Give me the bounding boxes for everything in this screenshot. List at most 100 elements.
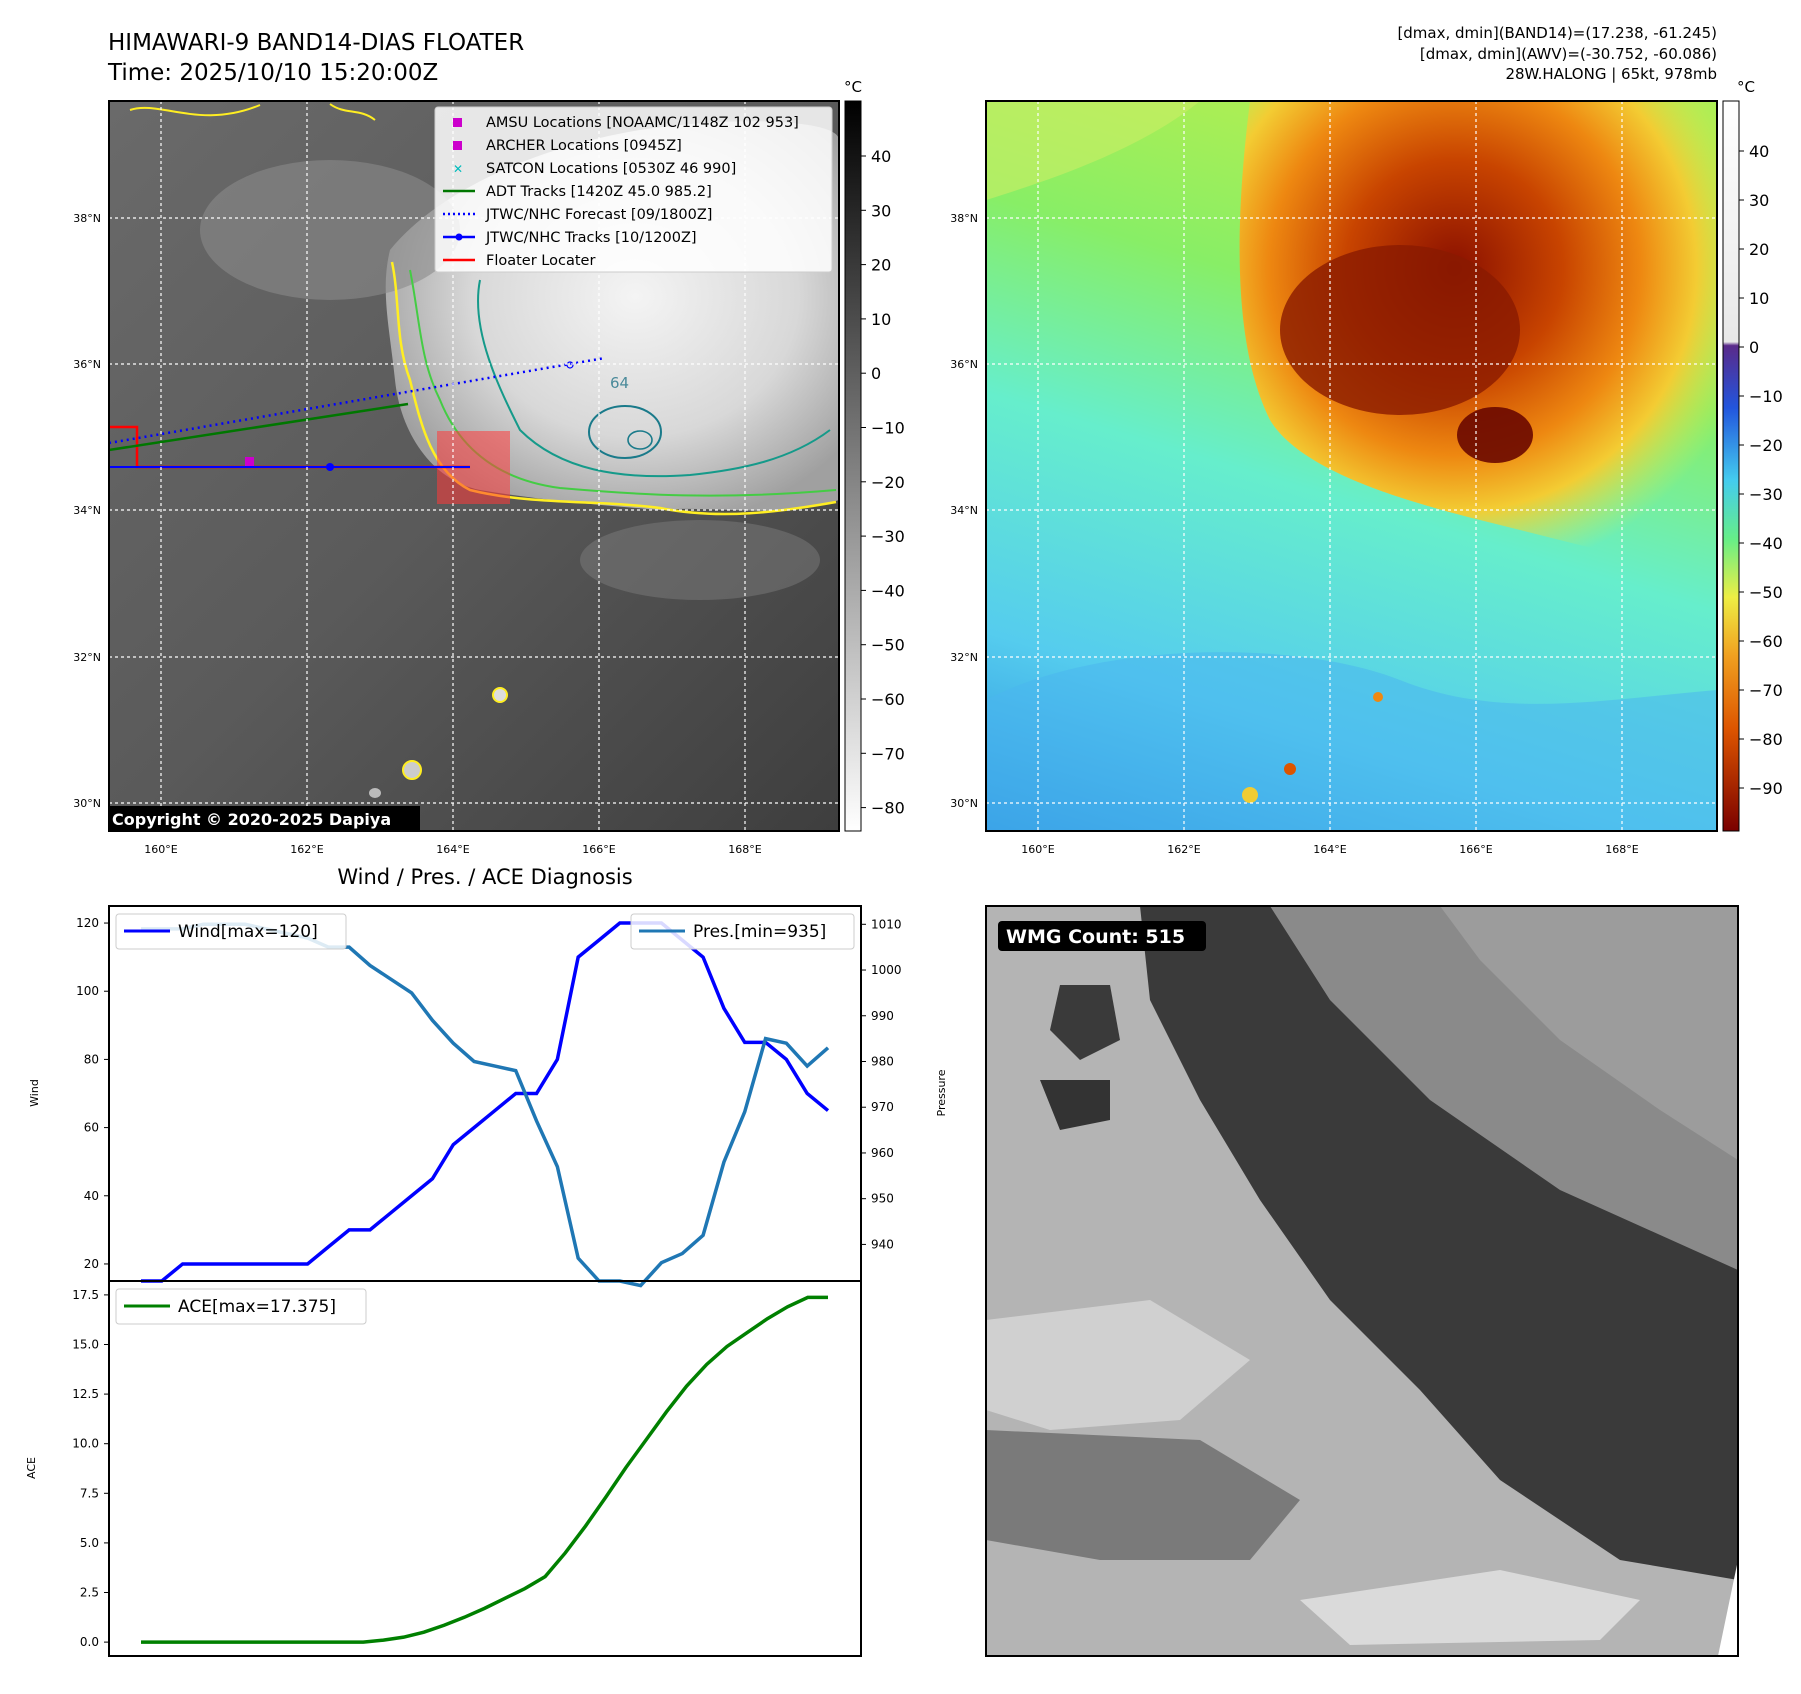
lat-label: 36°N [73,358,101,371]
legend-marker [453,118,462,127]
ir-cloud-band [200,160,460,300]
awv-colorbar: °C 40 30 20 10 0 −10 −20 −30 −40 −50 −60 −70 −80 −90 [1722,78,1783,832]
awv-lat-labels: 38°N 36°N 34°N 32°N 30°N [950,212,978,810]
lat-label: 32°N [73,651,101,664]
legend-entry: JTWC/NHC Tracks [10/1200Z] [443,230,697,246]
lon-label: 164°E [436,843,469,856]
ir-colorbar: °C 40 30 20 10 0 −10 −20 −30 −40 −50 −60 −70 −80 [844,78,905,832]
colorbar-tick-label: 30 [1749,191,1769,210]
wmg-dark-patch-2 [1040,1080,1110,1130]
legend-entry: ✕ SATCON Locations [0530Z 46 990] [453,161,736,177]
map-legend: AMSU Locations [NOAAMC/1148Z 102 953] ARC… [434,106,833,273]
colorbar-tick-label: −30 [1749,485,1783,504]
wmg-mid-band [986,1430,1300,1560]
pressure-tick-label: 960 [871,1146,894,1160]
ace-legend-box [115,1288,367,1325]
lon-label: 168°E [1605,843,1638,856]
legend-marker: ✕ [453,162,463,176]
colorbar-tick-label: −50 [1749,583,1783,602]
ir-contour-north-yellow [129,104,261,117]
lon-label: 168°E [728,843,761,856]
lon-label: 162°E [290,843,323,856]
colorbar-tick-label: −80 [871,799,905,818]
legend-label: Floater Locater [486,253,595,269]
colorbar-tick-label: −20 [1749,436,1783,455]
legend-label: ARCHER Locations [0945Z] [486,138,682,154]
legend-marker-dot [455,233,463,241]
lat-label: 36°N [950,358,978,371]
wmg-frame [985,905,1739,1657]
awv-dry-swath [986,652,1717,831]
ace-legend: ACE[max=17.375] [115,1288,367,1325]
map-legend-box [434,106,833,273]
pressure-tick-label: 1000 [871,963,902,977]
pressure-tick-label: 940 [871,1237,894,1251]
lon-label: 162°E [1167,843,1200,856]
awv-cell-1 [1284,763,1296,775]
colorbar-tick-label: −90 [1749,779,1783,798]
wind-tick-label: 120 [76,916,99,930]
colorbar-tick-label: 20 [1749,240,1769,259]
colorbar-tick-label: −30 [871,527,905,546]
colorbar-tick-label: 30 [871,201,891,220]
lat-label: 38°N [73,212,101,225]
awv-map-grid [986,101,1717,831]
info-storm: 28W.HALONG | 65kt, 978mb [1505,65,1717,83]
colorbar-tick-label: 40 [871,147,891,166]
wmg-gray-region [1440,906,1738,1160]
colorbar-tick-label: 10 [1749,289,1769,308]
lat-label: 32°N [950,651,978,664]
colorbar-tick-label: 0 [871,364,881,383]
lat-label: 38°N [950,212,978,225]
ace-tick-label: 12.5 [72,1387,99,1401]
legend-entry: ARCHER Locations [0945Z] [453,138,682,154]
ir-convection-cell-1 [492,687,508,703]
wmg-count-badge [998,921,1206,951]
legend-entry: JTWC/NHC Forecast [09/1800Z] [443,207,712,223]
lon-label: 160°E [1021,843,1054,856]
awv-colorbar-bar [1722,100,1740,832]
ir-contour-top-yellow [329,103,376,121]
ir-map-frame [108,100,840,832]
wmg-corner-cutout [1718,1560,1738,1656]
ace-chart: ACE 0.0 2.5 5.0 7.5 10.0 12.5 15.0 17.5 ACE[max… [25,1280,862,1657]
ace-tick-label: 2.5 [80,1586,99,1600]
ir-cirrus [580,520,820,600]
wind-legend-box [115,913,347,950]
ace-line [141,1295,828,1644]
pressure-tick-label: 1010 [871,917,902,931]
colorbar-tick-label: −40 [871,581,905,600]
colorbar-tick-label: −60 [871,690,905,709]
awv-deep-convection [1280,245,1520,415]
awv-lon-labels: 160°E 162°E 164°E 166°E 168°E [1021,843,1638,856]
legend-entry: Floater Locater [443,253,595,269]
forecast-marker [566,361,574,369]
awv-cell-3 [1242,787,1258,803]
copyright-box [109,806,420,831]
ir-contour-eye [627,430,653,450]
pressure-tick-label: 970 [871,1100,894,1114]
ir-map-panel: 64 AMSU Locations [NOAAMC/1148Z 102 953]… [73,100,840,856]
wind-tick-label: 100 [76,984,99,998]
colorbar-tick-label: −20 [871,473,905,492]
ir-lon-labels: 160°E 162°E 164°E 166°E 168°E [144,843,761,856]
ace-frame [108,1280,862,1657]
lon-label: 166°E [582,843,615,856]
legend-label: JTWC/NHC Forecast [09/1800Z] [485,207,712,223]
ir-contour-label: 64 [610,374,629,392]
diagnosis-title: Wind / Pres. / ACE Diagnosis [337,865,632,889]
ace-legend-label: ACE[max=17.375] [178,1297,336,1317]
wmg-count-label: WMG Count: 515 [1006,926,1185,948]
ace-tick-label: 15.0 [72,1337,99,1351]
adt-track-line [108,402,409,452]
amsu-location-marker [245,457,254,466]
colorbar-tick-label: 40 [1749,142,1769,161]
colorbar-tick-label: −50 [871,636,905,655]
ir-contour-teal [477,279,831,478]
lon-label: 166°E [1459,843,1492,856]
ir-colorbar-ticks: 40 30 20 10 0 −10 −20 −30 −40 −50 −60 −70 −80 [861,147,905,818]
figure-title: HIMAWARI-9 BAND14-DIAS FLOATER [108,30,524,56]
wind-pressure-legend-left: Wind[max=120] [115,913,347,950]
ace-tick-label: 5.0 [80,1536,99,1550]
colorbar-tick-label: −60 [1749,632,1783,651]
